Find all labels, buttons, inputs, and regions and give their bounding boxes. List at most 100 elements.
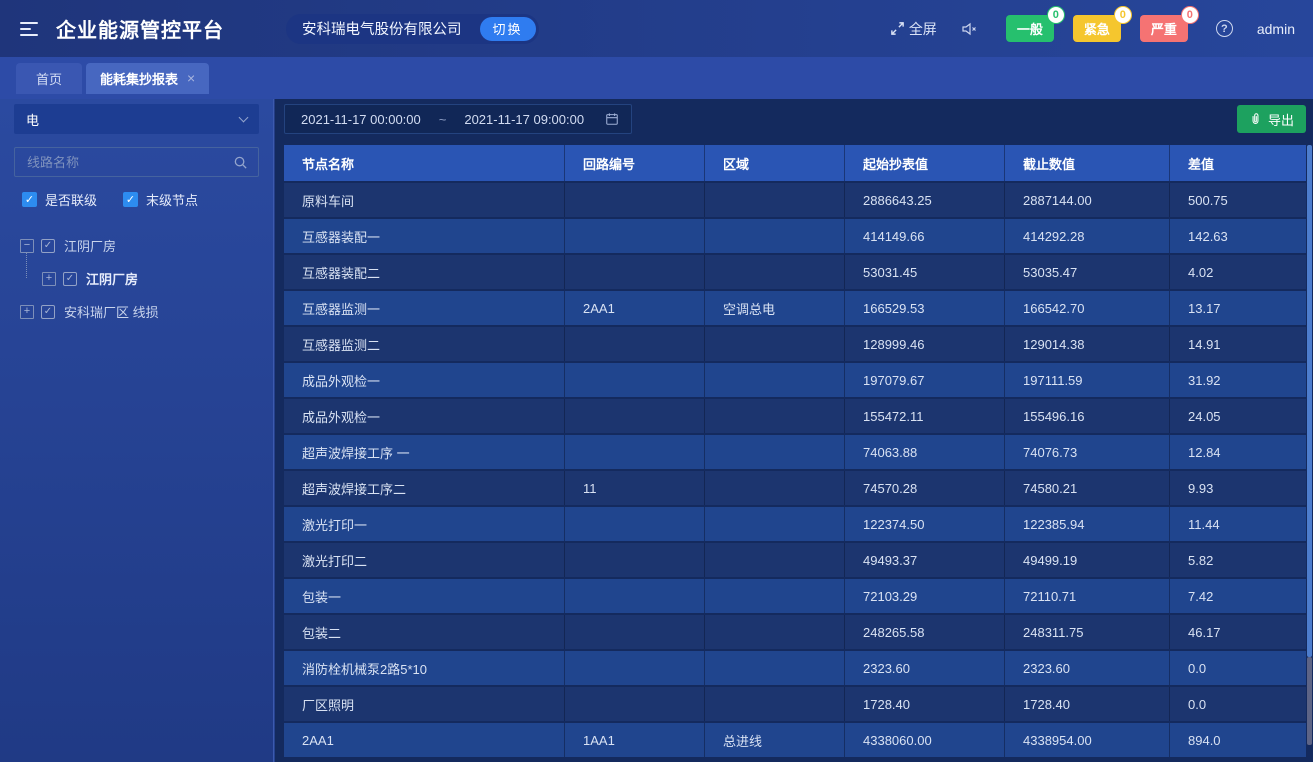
table-row[interactable]: 成品外观检一 197079.67 197111.59 31.92 bbox=[284, 363, 1306, 397]
cell-circuit-no bbox=[564, 219, 704, 253]
checkbox-cascade[interactable]: ✓ 是否联级 bbox=[22, 190, 97, 209]
scrollbar-track[interactable] bbox=[1307, 657, 1312, 745]
alarm-badge-critical[interactable]: 严重 0 bbox=[1139, 6, 1199, 42]
cell-node-name: 激光打印一 bbox=[302, 517, 368, 533]
help-button[interactable]: ? bbox=[1215, 20, 1233, 37]
tab-home[interactable]: 首页 bbox=[16, 62, 83, 94]
line-search-box bbox=[14, 147, 259, 177]
check-icon: ✓ bbox=[43, 240, 53, 251]
table-row[interactable]: 包装二 248265.58 248311.75 46.17 bbox=[284, 615, 1306, 649]
cell-difference: 9.93 bbox=[1169, 471, 1306, 505]
alarm-badge-urgent[interactable]: 紧急 0 bbox=[1072, 6, 1132, 42]
cell-node-name: 原料车间 bbox=[302, 193, 355, 209]
table-row[interactable]: 激光打印二 49493.37 49499.19 5.82 bbox=[284, 543, 1306, 577]
filter-bar: 2021-11-17 00:00:00 ~ 2021-11-17 09:00:0… bbox=[284, 104, 1306, 134]
cell-difference: 5.82 bbox=[1169, 543, 1306, 577]
cell-node-name: 包装一 bbox=[302, 589, 342, 605]
cell-difference: 11.44 bbox=[1169, 507, 1306, 541]
cell-circuit-no bbox=[564, 435, 704, 469]
page-title: 企业能源管控平台 bbox=[56, 20, 224, 42]
check-icon: ✓ bbox=[24, 194, 35, 206]
cell-area bbox=[704, 435, 844, 469]
alarm-count-badge: 0 bbox=[1046, 6, 1065, 24]
table-row[interactable]: 超声波焊接工序二 11 74570.28 74580.21 9.93 bbox=[284, 471, 1306, 505]
cell-end-reading: 2323.60 bbox=[1004, 651, 1169, 685]
cell-node-name: 成品外观检一 bbox=[302, 409, 381, 425]
cell-difference: 13.17 bbox=[1169, 291, 1306, 325]
expand-icon[interactable]: + bbox=[20, 304, 34, 319]
cell-difference: 142.63 bbox=[1169, 219, 1306, 253]
cell-difference: 894.0 bbox=[1169, 723, 1306, 757]
cell-end-reading: 166542.70 bbox=[1004, 291, 1169, 325]
close-icon[interactable]: × bbox=[187, 70, 196, 86]
tree-checkbox[interactable]: ✓ bbox=[41, 304, 55, 319]
cell-circuit-no bbox=[564, 543, 704, 577]
search-input[interactable] bbox=[25, 153, 233, 171]
export-label: 导出 bbox=[1267, 112, 1294, 128]
table-row[interactable]: 互感器监测一 2AA1 空调总电 166529.53 166542.70 13.… bbox=[284, 291, 1306, 325]
collapse-icon[interactable]: − bbox=[20, 238, 34, 253]
cell-difference: 0.0 bbox=[1169, 687, 1306, 721]
tree-checkbox[interactable]: ✓ bbox=[41, 238, 55, 253]
alarm-badges: 一般 0 紧急 0 严重 0 bbox=[1005, 6, 1199, 42]
cell-area bbox=[704, 687, 844, 721]
date-range-picker[interactable]: 2021-11-17 00:00:00 ~ 2021-11-17 09:00:0… bbox=[284, 104, 632, 134]
expand-icon[interactable]: + bbox=[42, 271, 56, 286]
table-row[interactable]: 互感器装配二 53031.45 53035.47 4.02 bbox=[284, 255, 1306, 289]
table-row[interactable]: 激光打印一 122374.50 122385.94 11.44 bbox=[284, 507, 1306, 541]
table-row[interactable]: 超声波焊接工序 一 74063.88 74076.73 12.84 bbox=[284, 435, 1306, 469]
table-row[interactable]: 成品外观检一 155472.11 155496.16 24.05 bbox=[284, 399, 1306, 433]
cell-difference: 24.05 bbox=[1169, 399, 1306, 433]
table-row[interactable]: 消防栓机械泵2路5*10 2323.60 2323.60 0.0 bbox=[284, 651, 1306, 685]
cell-start-reading: 2323.60 bbox=[844, 651, 1004, 685]
scrollbar-thumb[interactable] bbox=[1307, 145, 1312, 657]
cell-circuit-no bbox=[564, 615, 704, 649]
check-icon: ✓ bbox=[43, 306, 53, 317]
cell-node-name: 超声波焊接工序二 bbox=[302, 481, 407, 497]
cell-circuit-no bbox=[564, 507, 704, 541]
cell-start-reading: 74570.28 bbox=[844, 471, 1004, 505]
tree-node[interactable]: + ✓ 江阴厂房 bbox=[14, 252, 259, 295]
column-header: 差值 bbox=[1169, 145, 1306, 181]
cell-end-reading: 129014.38 bbox=[1004, 327, 1169, 361]
cell-difference: 500.75 bbox=[1169, 183, 1306, 217]
table-row[interactable]: 原料车间 2886643.25 2887144.00 500.75 bbox=[284, 183, 1306, 217]
table-row[interactable]: 2AA1 1AA1 总进线 4338060.00 4338954.00 894.… bbox=[284, 723, 1306, 757]
cell-end-reading: 414292.28 bbox=[1004, 219, 1169, 253]
tab-bar: 首页 能耗集抄报表 × bbox=[0, 57, 1313, 99]
menu-toggle-icon[interactable] bbox=[18, 18, 40, 40]
alarm-badge-normal[interactable]: 一般 0 bbox=[1005, 6, 1065, 42]
checkbox-leaf-node[interactable]: ✓ 末级节点 bbox=[123, 190, 198, 209]
export-button[interactable]: 导出 bbox=[1236, 105, 1306, 133]
select-value: 电 bbox=[26, 112, 40, 128]
report-table: 节点名称 回路编号 区域 起始抄表值 截止数值 差值 原料车间 2886643.… bbox=[284, 145, 1306, 757]
cell-area: 空调总电 bbox=[704, 291, 844, 325]
tree-checkbox[interactable]: ✓ bbox=[63, 271, 77, 286]
cell-circuit-no bbox=[564, 579, 704, 613]
cell-start-reading: 155472.11 bbox=[844, 399, 1004, 433]
table-row[interactable]: 包装一 72103.29 72110.71 7.42 bbox=[284, 579, 1306, 613]
line-tree: − ✓ 江阴厂房 + ✓ 江阴厂房 + ✓ 安科瑞厂区 线损 bbox=[14, 229, 259, 328]
cell-area bbox=[704, 219, 844, 253]
cell-end-reading: 74580.21 bbox=[1004, 471, 1169, 505]
tree-node[interactable]: + ✓ 安科瑞厂区 线损 bbox=[14, 295, 259, 328]
cell-end-reading: 53035.47 bbox=[1004, 255, 1169, 289]
tree-node-label: 江阴厂房 bbox=[86, 272, 139, 287]
energy-type-select[interactable]: 电 bbox=[14, 104, 259, 134]
tab-label: 首页 bbox=[36, 71, 63, 87]
cell-difference: 31.92 bbox=[1169, 363, 1306, 397]
cell-area bbox=[704, 327, 844, 361]
table-row[interactable]: 互感器装配一 414149.66 414292.28 142.63 bbox=[284, 219, 1306, 253]
table-row[interactable]: 互感器监测二 128999.46 129014.38 14.91 bbox=[284, 327, 1306, 361]
switch-company-button[interactable]: 切换 bbox=[479, 16, 536, 41]
user-menu[interactable]: admin bbox=[1256, 20, 1295, 37]
tab-energy-report[interactable]: 能耗集抄报表 × bbox=[86, 62, 210, 94]
table-row[interactable]: 厂区照明 1728.40 1728.40 0.0 bbox=[284, 687, 1306, 721]
cell-node-name: 互感器装配二 bbox=[302, 265, 381, 281]
search-icon[interactable] bbox=[233, 155, 248, 170]
mute-icon[interactable] bbox=[961, 21, 978, 37]
cell-area bbox=[704, 255, 844, 289]
fullscreen-button[interactable]: 全屏 bbox=[890, 19, 937, 39]
tree-node[interactable]: − ✓ 江阴厂房 bbox=[14, 229, 259, 262]
